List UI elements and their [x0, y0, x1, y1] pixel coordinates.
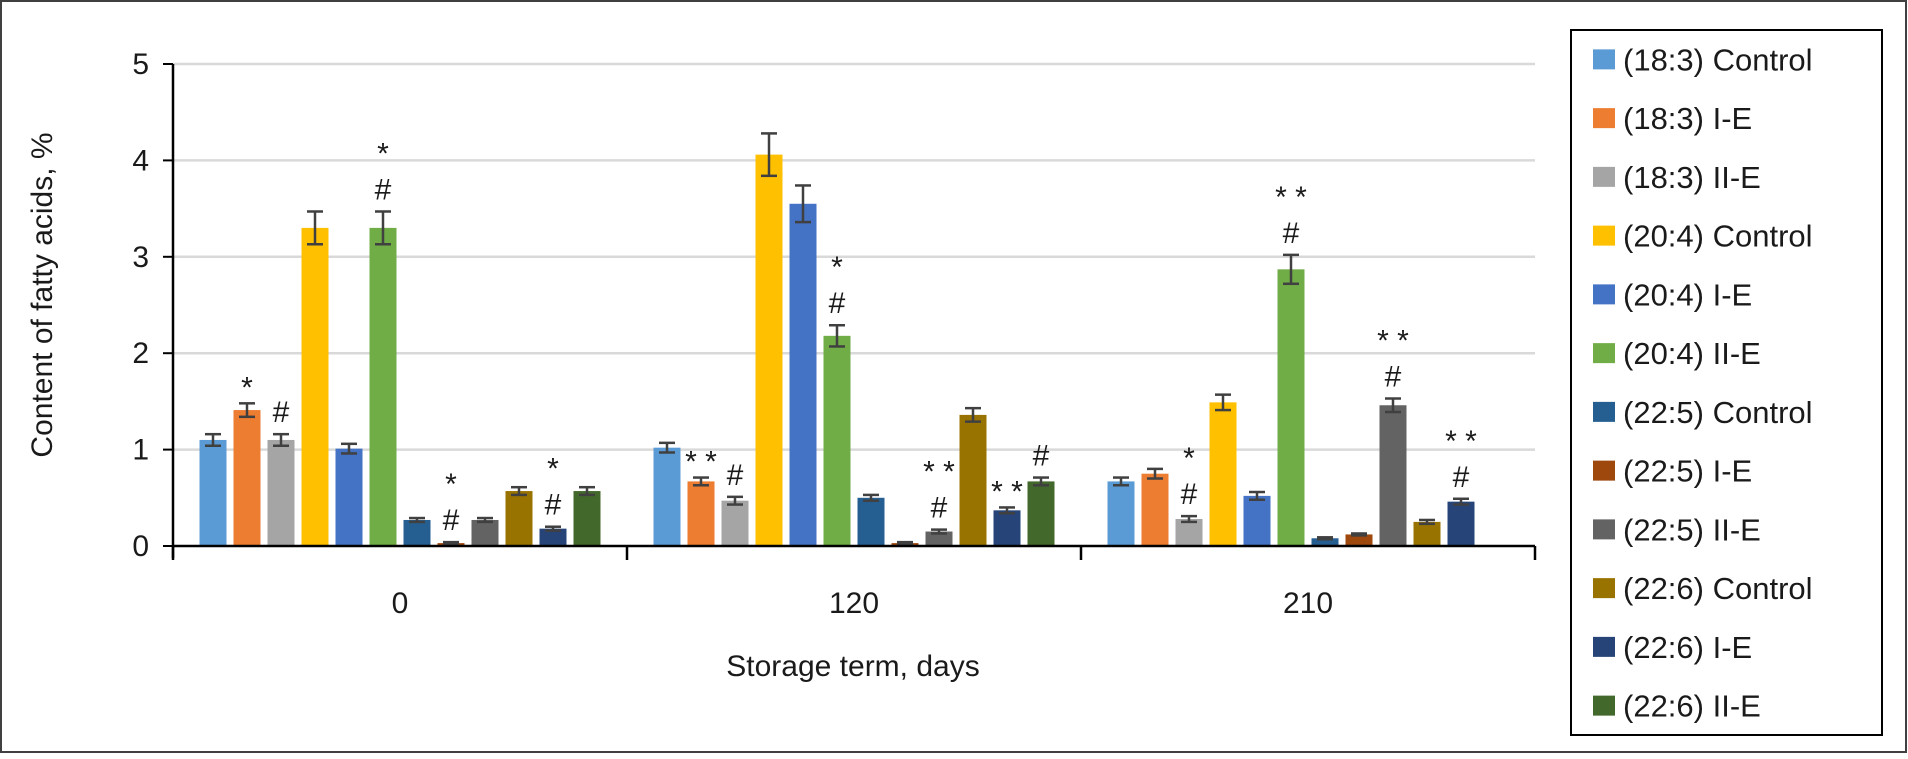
x-tick-label: 0 [392, 587, 409, 620]
bar [1107, 481, 1135, 546]
legend-swatch [1593, 578, 1615, 599]
significance-mark: # [829, 287, 846, 320]
legend-swatch [1593, 343, 1615, 364]
bar [573, 491, 601, 546]
significance-mark: * * [685, 446, 717, 479]
y-tick-label: 0 [132, 530, 149, 563]
legend-label: (22:5) Control [1623, 395, 1813, 430]
legend-label: (22:6) Control [1623, 571, 1813, 606]
significance-mark: * [1183, 442, 1195, 475]
bar [1413, 521, 1441, 546]
legend-label: (22:6) II-E [1623, 689, 1761, 724]
bar [1175, 519, 1203, 546]
legend-label: (20:4) I-E [1623, 277, 1752, 312]
y-tick-label: 4 [132, 144, 149, 177]
significance-mark: * [377, 137, 389, 170]
legend-label: (22:5) II-E [1623, 512, 1761, 547]
bar [755, 154, 783, 546]
significance-mark: # [1033, 440, 1050, 473]
y-tick-label: 1 [132, 434, 149, 467]
bar [721, 500, 749, 546]
significance-mark: # [727, 459, 744, 492]
bar [199, 439, 227, 546]
significance-mark: # [1453, 461, 1470, 494]
bar [959, 414, 987, 546]
significance-mark: * * [923, 456, 955, 489]
bar [1141, 473, 1169, 546]
significance-mark: * [547, 453, 559, 486]
legend-swatch [1593, 460, 1615, 481]
significance-mark: # [931, 492, 948, 525]
bar [1027, 481, 1055, 546]
bar [1311, 538, 1339, 546]
bar [1345, 534, 1373, 546]
significance-mark: # [545, 489, 562, 522]
legend-box [1570, 29, 1883, 736]
bar [653, 447, 681, 546]
significance-mark: * * [1377, 325, 1409, 358]
legend-label: (18:3) I-E [1623, 101, 1752, 136]
legend-label: (20:4) II-E [1623, 336, 1761, 371]
bar [1277, 269, 1305, 546]
bar [471, 519, 499, 546]
y-tick-label: 5 [132, 48, 149, 81]
bar [301, 227, 329, 546]
legend-swatch [1593, 284, 1615, 305]
bar [687, 481, 715, 546]
bar [1379, 405, 1407, 546]
legend-swatch [1593, 636, 1615, 657]
y-tick-label: 2 [132, 337, 149, 370]
bar [335, 448, 363, 546]
bar [539, 528, 567, 546]
significance-mark: * * [1445, 425, 1477, 458]
legend-label: (18:3) II-E [1623, 160, 1761, 195]
y-tick-label: 3 [132, 241, 149, 274]
legend-swatch [1593, 401, 1615, 422]
bar [403, 519, 431, 546]
legend-label: (20:4) Control [1623, 219, 1813, 254]
bar [789, 203, 817, 546]
legend-swatch [1593, 49, 1615, 70]
x-axis-title: Storage term, days [726, 650, 979, 683]
significance-mark: # [1283, 217, 1300, 250]
legend-label: (18:3) Control [1623, 42, 1813, 77]
significance-mark: * * [991, 475, 1023, 508]
y-axis-title: Content of fatty acids, % [26, 132, 59, 457]
bar [857, 497, 885, 546]
bar [993, 510, 1021, 546]
significance-mark: # [375, 173, 392, 206]
significance-mark: # [1385, 361, 1402, 394]
bar [823, 335, 851, 546]
significance-mark: * * [1275, 181, 1307, 214]
legend-label: (22:6) I-E [1623, 630, 1752, 665]
legend-swatch [1593, 166, 1615, 187]
significance-mark: # [273, 396, 290, 429]
significance-mark: # [443, 504, 460, 537]
legend-swatch [1593, 695, 1615, 716]
bar [1447, 501, 1475, 546]
bar [233, 410, 261, 546]
bar [369, 227, 397, 546]
significance-mark: * [831, 251, 843, 284]
legend-swatch [1593, 225, 1615, 246]
legend-swatch [1593, 108, 1615, 129]
x-tick-label: 120 [829, 587, 879, 620]
bar [267, 439, 295, 546]
x-tick-label: 210 [1283, 587, 1333, 620]
bar [1243, 495, 1271, 546]
significance-mark: # [1181, 478, 1198, 511]
legend-label: (22:5) I-E [1623, 454, 1752, 489]
bar [1209, 402, 1237, 546]
significance-mark: * [445, 468, 457, 501]
legend-swatch [1593, 519, 1615, 540]
bar [925, 531, 953, 546]
significance-mark: * [241, 371, 253, 404]
bar [505, 491, 533, 546]
